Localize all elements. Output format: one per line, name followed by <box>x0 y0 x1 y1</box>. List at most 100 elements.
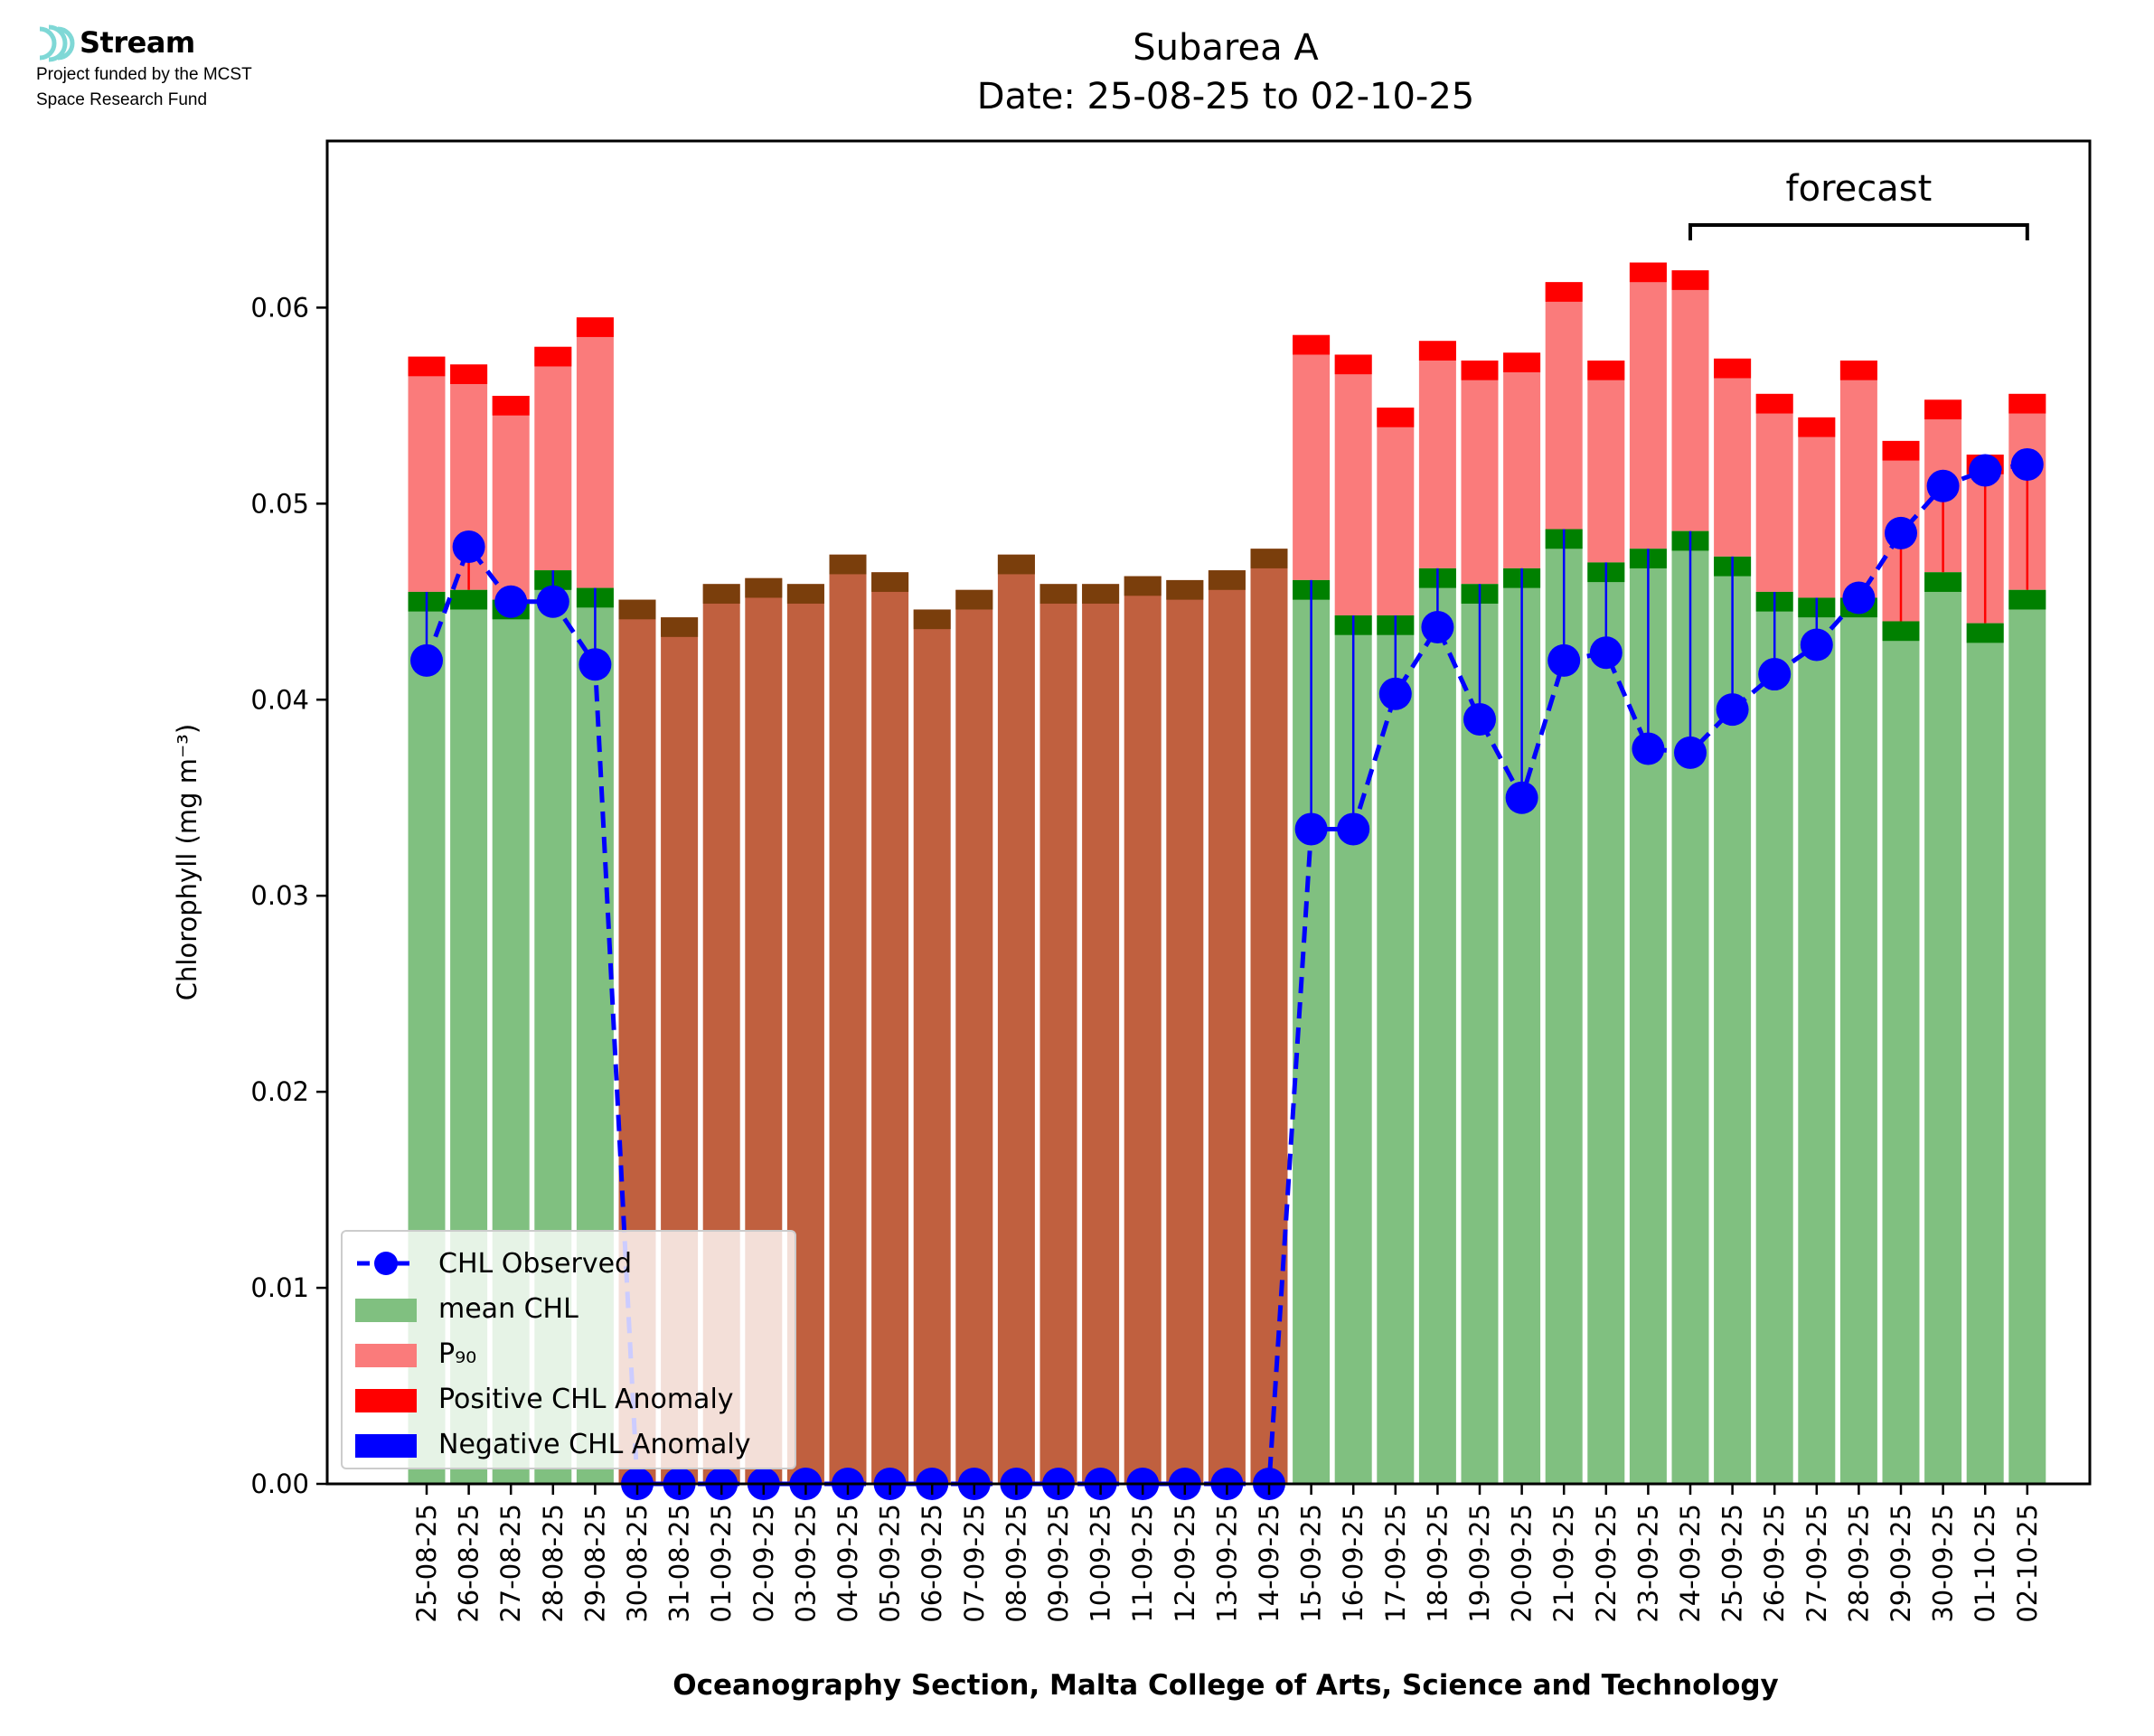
x-tick-label: 19-09-25 <box>1464 1504 1495 1623</box>
p90-bar <box>1587 360 1625 563</box>
observed-point <box>1716 693 1749 727</box>
nodata-band <box>1124 576 1162 596</box>
x-tick-label: 02-09-25 <box>748 1504 779 1623</box>
p90-band <box>1755 393 1793 414</box>
legend-label: CHL Observed <box>438 1248 633 1280</box>
observed-point <box>1337 812 1370 846</box>
nodata-band <box>913 609 951 630</box>
x-tick-label: 26-08-25 <box>454 1504 484 1623</box>
mean-bar <box>2008 589 2046 1484</box>
x-tick-label: 27-08-25 <box>495 1504 526 1623</box>
p90-band <box>1839 360 1877 380</box>
p90-bar <box>1755 393 1793 592</box>
nodata-bar <box>1208 570 1246 1484</box>
legend: CHL Observed mean CHL P₉₀ Positive CHL A… <box>341 1230 796 1469</box>
nodata-band <box>955 589 993 610</box>
p90-band <box>1882 440 1920 461</box>
x-tick-label: 10-09-25 <box>1086 1504 1116 1623</box>
observed-point <box>1421 610 1454 643</box>
legend-label: Positive CHL Anomaly <box>438 1384 734 1415</box>
observed-point <box>1842 581 1876 615</box>
observed-point <box>536 585 569 618</box>
observed-point <box>1885 516 1917 549</box>
mean-bar <box>1545 529 1583 1484</box>
observed-point <box>1589 636 1623 670</box>
x-tick-label: 28-09-25 <box>1843 1504 1874 1623</box>
logo-funding-line-2: Space Research Fund <box>36 90 208 109</box>
forecast-bracket-line <box>1688 223 2029 240</box>
mean-band <box>450 589 488 610</box>
p90-band <box>2008 393 2046 414</box>
legend-swatch <box>355 1389 417 1412</box>
p90-bar <box>1839 360 1877 598</box>
x-tick-label: 28-08-25 <box>538 1504 569 1623</box>
p90-band <box>1334 354 1372 375</box>
observed-point <box>2010 447 2044 481</box>
y-axis-label: Chlorophyll (mg m⁻³) <box>172 723 202 1001</box>
x-tick-label: 09-09-25 <box>1043 1504 1074 1623</box>
mean-bar <box>1377 615 1415 1484</box>
nodata-band <box>618 599 656 620</box>
nodata-band <box>702 584 740 604</box>
x-tick-label: 22-09-25 <box>1591 1504 1622 1623</box>
y-tick-label: 0.01 <box>250 1272 309 1303</box>
y-tick-label: 0.02 <box>250 1076 309 1107</box>
x-tick-label: 11-09-25 <box>1127 1504 1158 1623</box>
forecast-label: forecast <box>1786 168 1933 210</box>
x-tick-label: 12-09-25 <box>1170 1504 1200 1623</box>
mean-band <box>1966 623 2004 643</box>
legend-swatch <box>355 1299 417 1322</box>
p90-band <box>1798 417 1836 437</box>
chart-subtitle: Date: 25-08-25 to 02-10-25 <box>976 76 1475 117</box>
p90-bar <box>1461 360 1499 585</box>
p90-band <box>1629 262 1667 283</box>
mean-band <box>1882 621 1920 642</box>
nodata-band <box>1250 549 1288 568</box>
mean-band <box>1924 572 1962 592</box>
legend-label: mean CHL <box>438 1293 578 1325</box>
nodata-bar <box>871 572 909 1484</box>
p90-bar <box>1629 262 1667 549</box>
x-tick-label: 02-10-25 <box>2012 1504 2043 1623</box>
x-tick-label: 25-08-25 <box>411 1504 442 1623</box>
mean-bar <box>1882 621 1920 1484</box>
observed-point <box>452 530 485 564</box>
chart-title: Subarea A <box>1133 27 1319 69</box>
legend-item-positive-anomaly: Positive CHL Anomaly <box>343 1382 795 1418</box>
legend-item-p90: P₉₀ <box>343 1337 795 1373</box>
legend-item-negative-anomaly: Negative CHL Anomaly <box>343 1427 795 1463</box>
legend-item-observed: CHL Observed <box>343 1246 795 1282</box>
x-tick-label: 08-09-25 <box>1001 1504 1031 1623</box>
nodata-bar <box>1082 584 1120 1484</box>
nodata-bar <box>829 554 867 1484</box>
nodata-band <box>1039 584 1077 604</box>
p90-band <box>1587 360 1625 380</box>
y-tick-label: 0.06 <box>250 292 309 323</box>
mean-bar <box>1587 562 1625 1484</box>
x-tick-label: 14-09-25 <box>1254 1504 1284 1623</box>
x-axis-label: Oceanography Section, Malta College of A… <box>673 1669 1779 1702</box>
x-tick-label: 01-10-25 <box>1970 1504 2000 1623</box>
nodata-band <box>1082 584 1120 604</box>
p90-bar <box>1334 354 1372 615</box>
x-tick-label: 01-09-25 <box>706 1504 737 1623</box>
mean-band <box>2008 589 2046 610</box>
x-tick-label: 06-09-25 <box>917 1504 947 1623</box>
observed-point <box>1378 677 1412 710</box>
nodata-band <box>871 572 909 592</box>
nodata-bar <box>1250 549 1288 1484</box>
mean-bar <box>1839 597 1877 1484</box>
observed-point <box>1505 781 1538 814</box>
observed-series-line <box>424 462 2028 1487</box>
legend-line-marker-icon <box>357 1252 415 1275</box>
x-tick-label: 27-09-25 <box>1801 1504 1832 1623</box>
p90-band <box>408 356 446 377</box>
stream-waves-icon <box>39 24 75 62</box>
p90-bar <box>1714 358 1752 557</box>
p90-bar <box>408 356 446 592</box>
x-tick-label: 30-09-25 <box>1928 1504 1959 1623</box>
nodata-band <box>829 554 867 575</box>
p90-bar <box>1503 352 1541 568</box>
p90-bar <box>492 396 530 600</box>
x-tick-label: 13-09-25 <box>1211 1504 1242 1623</box>
